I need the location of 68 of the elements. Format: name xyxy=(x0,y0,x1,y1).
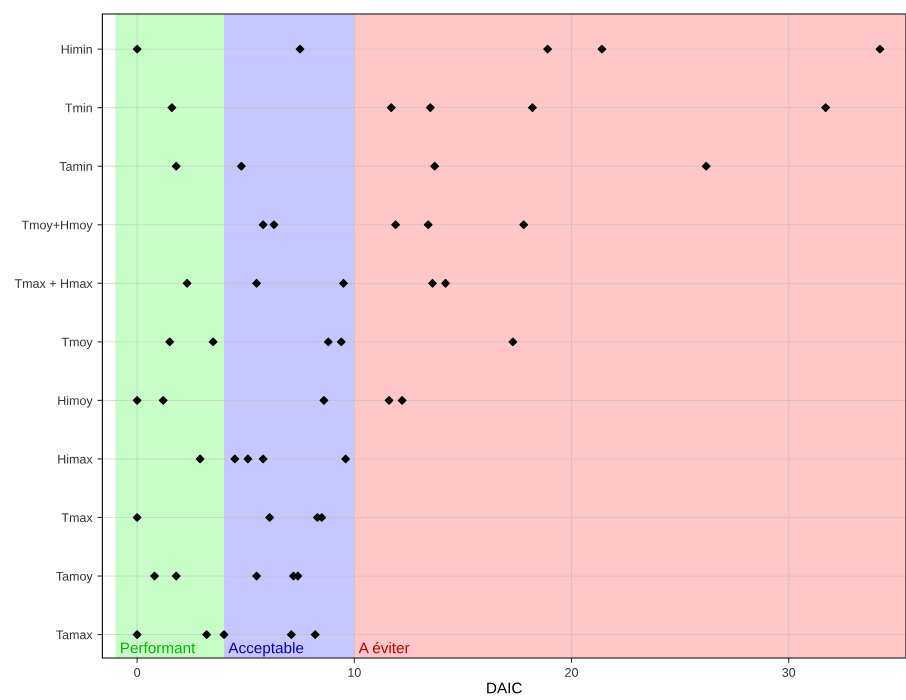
point xyxy=(258,454,268,464)
point xyxy=(341,454,350,464)
point xyxy=(244,454,252,464)
point xyxy=(324,337,333,346)
y-tick-label: Tmin xyxy=(65,103,92,112)
y-tick-label: Tmax xyxy=(62,513,93,522)
point xyxy=(876,44,884,54)
band-label: A éviter xyxy=(358,642,410,654)
point xyxy=(286,630,296,639)
point xyxy=(386,103,396,112)
point xyxy=(508,337,518,346)
point xyxy=(702,162,711,171)
point xyxy=(220,630,228,639)
x-tick-label: 20 xyxy=(565,668,578,677)
point xyxy=(132,44,142,54)
point xyxy=(339,278,348,288)
y-tick-label: Tamoy xyxy=(56,572,93,584)
point xyxy=(132,396,142,405)
point xyxy=(196,454,204,464)
point xyxy=(237,162,246,171)
point xyxy=(441,278,450,288)
point xyxy=(230,454,240,464)
band-label: Performant xyxy=(121,642,196,654)
point xyxy=(132,513,142,522)
x-tick-label: 10 xyxy=(348,668,361,677)
y-tick-label: Himin xyxy=(62,44,92,54)
point xyxy=(528,103,537,112)
point xyxy=(391,220,400,230)
point xyxy=(310,630,320,639)
point xyxy=(132,630,142,639)
point xyxy=(398,396,406,405)
point xyxy=(424,220,433,230)
band-label: Acceptable xyxy=(228,642,304,656)
point xyxy=(258,220,268,230)
point xyxy=(543,44,552,54)
y-tick-label: Himax xyxy=(58,454,93,464)
y-tick-label: Tamax xyxy=(56,630,93,640)
point xyxy=(426,103,435,112)
point xyxy=(252,572,261,580)
y-tick-label: Tmoy+Hmoy xyxy=(22,220,93,232)
point xyxy=(202,630,211,639)
y-tick-label: Himoy xyxy=(58,396,93,408)
y-tick-label: Tamin xyxy=(60,162,92,171)
point xyxy=(265,513,274,522)
point xyxy=(336,337,346,346)
point xyxy=(430,162,440,171)
point xyxy=(320,396,328,405)
point xyxy=(150,572,159,580)
y-tick-label: Tmax + Hmax xyxy=(14,279,93,288)
point xyxy=(428,278,437,288)
point xyxy=(165,337,174,346)
point xyxy=(252,278,261,288)
point xyxy=(172,162,181,171)
point xyxy=(270,220,278,230)
point xyxy=(296,44,304,54)
point xyxy=(182,278,192,288)
point xyxy=(598,44,606,54)
point xyxy=(519,220,528,230)
point xyxy=(208,337,218,346)
x-tick-label: 30 xyxy=(782,668,796,677)
y-tick-label: Tmoy xyxy=(62,338,93,349)
x-axis-title: DAIC xyxy=(487,682,522,694)
x-tick-label: 0 xyxy=(134,668,140,677)
point xyxy=(821,103,830,112)
point xyxy=(168,103,176,112)
point xyxy=(384,396,394,405)
point xyxy=(158,396,168,405)
point xyxy=(172,572,181,580)
